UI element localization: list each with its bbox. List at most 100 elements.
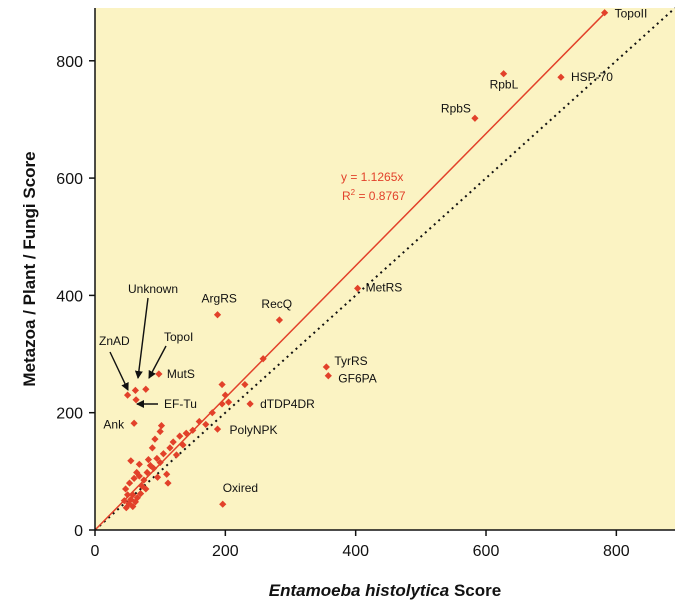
data-point (131, 498, 140, 506)
data-point (208, 409, 216, 417)
identity-line (94, 7, 675, 531)
data-point (166, 444, 174, 452)
data-point (159, 450, 168, 458)
data-point-gf6pa (324, 372, 332, 380)
data-point (123, 491, 132, 499)
data-point-recq (275, 316, 284, 324)
data-point (153, 454, 161, 463)
data-point (218, 400, 226, 408)
annotation-label-unknown: Unknown (128, 282, 178, 296)
point-label-rpbs: RpbS (441, 101, 471, 115)
trend-lines (94, 7, 675, 531)
fit-r-squared: R2 = 0.8767 (342, 188, 406, 203)
data-point (153, 473, 162, 481)
point-label-tyrrs: TyrRS (334, 354, 367, 368)
data-point (163, 470, 171, 478)
data-point (176, 432, 184, 440)
data-point (164, 479, 172, 487)
data-point (144, 456, 153, 464)
data-point-topoii (601, 9, 609, 17)
data-point-polynpk (213, 425, 222, 433)
data-point (143, 468, 151, 477)
data-point (156, 458, 164, 467)
data-point-znad (123, 391, 132, 399)
point-label-rpbl: RpbL (490, 78, 519, 92)
data-point (122, 504, 130, 512)
point-label-metrs: MetRS (366, 280, 403, 294)
data-point (127, 495, 135, 504)
data-point-ank (130, 419, 138, 427)
point-label-polynpk: PolyNPK (230, 423, 278, 437)
annotation-label-topoi: TopoI (164, 330, 193, 344)
y-tick-label: 800 (56, 54, 83, 71)
point-label-ank: Ank (103, 417, 125, 431)
data-point (142, 485, 150, 493)
data-point (148, 444, 156, 452)
annotation-arrow-znad (109, 351, 129, 391)
data-point (195, 417, 203, 426)
data-point-argrs (213, 311, 222, 319)
data-point (179, 441, 187, 449)
x-tick-label: 0 (91, 543, 100, 560)
x-tick-label: 200 (212, 543, 239, 560)
data-point (151, 435, 159, 443)
x-tick-label: 600 (473, 543, 500, 560)
data-point-dtdp4dr (246, 400, 254, 408)
axes: 0 200 400 600 800 0 200 400 600 800 (56, 8, 675, 560)
y-tick-label: 600 (56, 171, 83, 188)
data-point (122, 485, 130, 493)
x-axis-title: Entamoeba histolytica Score (269, 581, 501, 600)
annotation-arrow-topoi (148, 345, 167, 379)
data-point (127, 457, 135, 465)
data-point-tyrrs (322, 363, 330, 371)
data-point (224, 398, 233, 406)
data-point (182, 429, 190, 437)
data-point (189, 426, 197, 434)
data-point-topoi (142, 385, 150, 393)
data-point-muts (155, 370, 163, 378)
data-point (130, 474, 138, 482)
y-tick-label: 400 (56, 288, 83, 305)
data-point (120, 497, 128, 505)
data-point-hsp-70 (557, 73, 565, 81)
point-label-gf6pa: GF6PA (338, 372, 376, 386)
point-label-dtdp4dr: dTDP4DR (260, 397, 315, 411)
data-point-ef-tu (132, 396, 140, 404)
data-point-rpbl (500, 70, 508, 78)
point-label-hsp-70: HSP-70 (571, 70, 613, 84)
data-point (129, 502, 137, 511)
data-point (259, 355, 267, 363)
fit-equation: y = 1.1265x (341, 170, 403, 184)
data-point (129, 491, 137, 499)
point-label-argrs: ArgRS (202, 292, 237, 306)
data-point-unknown (131, 386, 140, 395)
point-label-topoii: TopoII (615, 7, 648, 21)
annotation-label-ef-tu: EF-Tu (164, 397, 197, 411)
data-point (137, 490, 145, 498)
data-point (140, 476, 148, 484)
data-point (133, 494, 141, 502)
annotation-arrow-unknown (134, 297, 149, 379)
data-point (241, 380, 249, 389)
data-point (221, 391, 229, 399)
data-points (120, 9, 609, 512)
data-point-rpbs (471, 114, 479, 122)
data-point (218, 380, 226, 389)
point-label-muts: MutS (167, 367, 195, 381)
data-point (135, 460, 143, 468)
data-point (157, 422, 166, 430)
arrow-annotations: Unknown TopoI ZnAD EF-Tu (99, 282, 197, 411)
y-tick-label: 200 (56, 406, 83, 423)
data-point (156, 427, 164, 436)
data-point (150, 464, 158, 473)
data-point-oxired (219, 500, 227, 508)
data-point (172, 451, 181, 459)
x-tick-label: 400 (342, 543, 369, 560)
data-point (133, 468, 141, 477)
point-labels: TopoII RpbL HSP-70 RpbS MetRS ArgRS RecQ TyrRS G… (103, 7, 647, 496)
point-label-recq: RecQ (261, 297, 292, 311)
fit-line (94, 12, 606, 531)
data-point (169, 438, 177, 446)
